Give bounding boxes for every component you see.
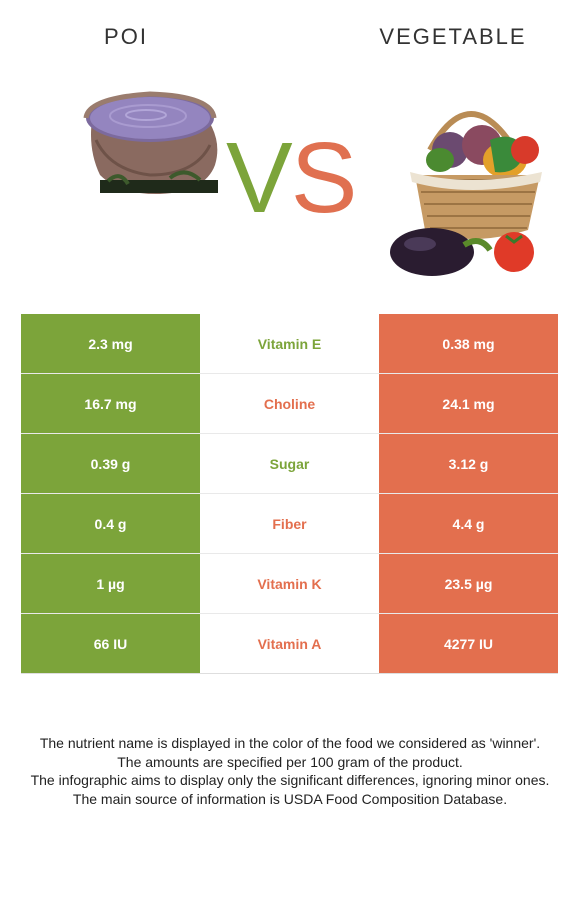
left-value: 0.4 g <box>21 494 200 553</box>
right-food-title: VEGETABLE <box>379 24 527 49</box>
footer-line: The infographic aims to display only the… <box>30 772 550 788</box>
poi-bowl-image <box>83 91 218 195</box>
nutrient-name: Vitamin A <box>200 614 379 673</box>
right-value: 24.1 mg <box>379 374 558 433</box>
nutrient-name: Fiber <box>200 494 379 553</box>
left-value: 0.39 g <box>21 434 200 493</box>
comparison-table: 2.3 mg Vitamin E 0.38 mg 16.7 mg Choline 24.1… <box>21 314 558 674</box>
table-row: 16.7 mg Choline 24.1 mg <box>21 374 558 434</box>
left-value: 16.7 mg <box>21 374 200 433</box>
vegetable-basket-image <box>390 111 542 276</box>
table-row: 0.4 g Fiber 4.4 g <box>21 494 558 554</box>
left-food-title: POI <box>104 24 148 49</box>
right-value: 3.12 g <box>379 434 558 493</box>
footer-notes: The nutrient name is displayed in the co… <box>20 734 560 808</box>
vs-v: V <box>226 122 293 234</box>
footer-line: The amounts are specified per 100 gram o… <box>117 753 463 770</box>
left-value: 66 IU <box>21 614 200 673</box>
nutrient-name: Vitamin K <box>200 554 379 613</box>
right-value: 4.4 g <box>379 494 558 553</box>
vs-label: VS <box>226 128 357 228</box>
left-value: 1 µg <box>21 554 200 613</box>
hero-illustrations <box>83 91 542 276</box>
table-row: 1 µg Vitamin K 23.5 µg <box>21 554 558 614</box>
nutrient-name: Sugar <box>200 434 379 493</box>
nutrient-name: Choline <box>200 374 379 433</box>
nutrient-name: Vitamin E <box>200 314 379 373</box>
footer-line: The main source of information is USDA F… <box>72 790 508 807</box>
left-value: 2.3 mg <box>21 314 200 373</box>
right-value: 23.5 µg <box>379 554 558 613</box>
table-row: 66 IU Vitamin A 4277 IU <box>21 614 558 674</box>
right-value: 0.38 mg <box>379 314 558 373</box>
table-row: 2.3 mg Vitamin E 0.38 mg <box>21 314 558 374</box>
vs-s: S <box>290 122 358 234</box>
table-row: 0.39 g Sugar 3.12 g <box>21 434 558 494</box>
footer-line: The nutrient name is displayed in the co… <box>39 735 541 751</box>
right-value: 4277 IU <box>379 614 558 673</box>
